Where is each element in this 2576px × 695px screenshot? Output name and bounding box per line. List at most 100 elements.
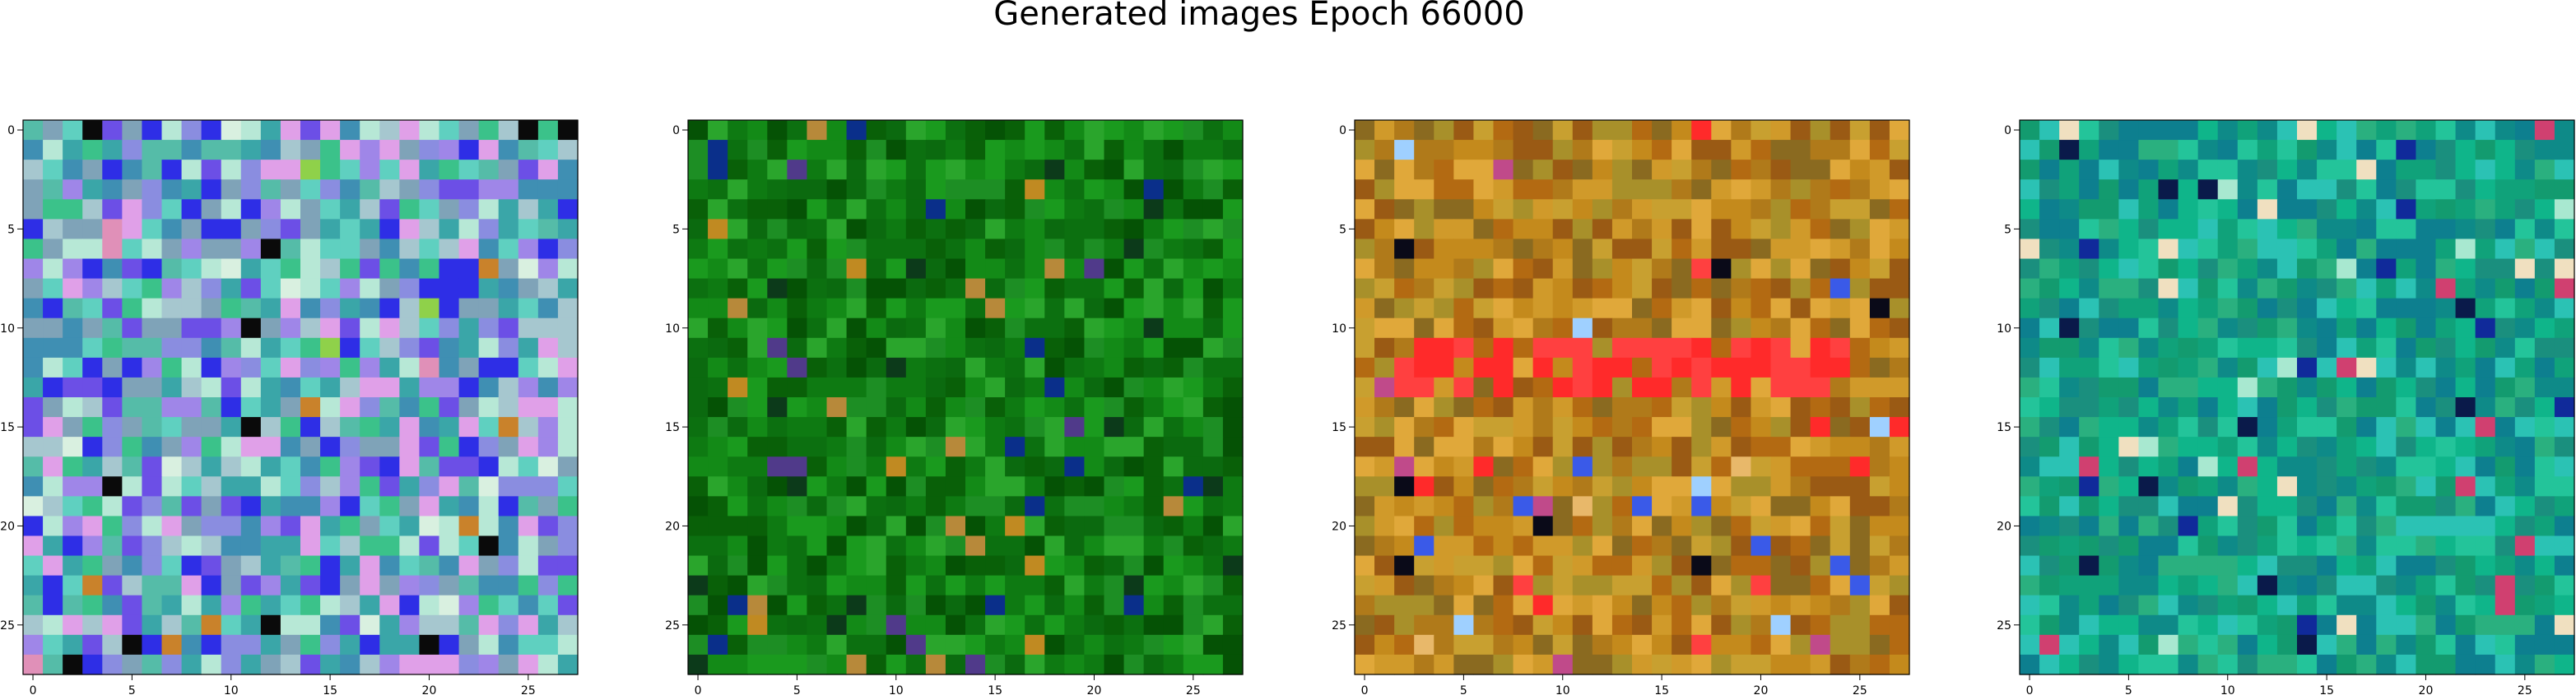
pixel-cell [2138,357,2160,378]
pixel-cell [82,535,103,557]
pixel-cell [826,199,848,220]
pixel-cell [478,337,500,359]
pixel-cell [300,476,321,497]
pixel-cell [221,160,242,180]
pixel-cell [1374,496,1395,517]
pixel-cell [1770,456,1792,477]
pixel-cell [360,417,380,438]
pixel-cell [280,258,301,280]
pixel-cell [1552,199,1574,220]
pixel-cell [985,496,1006,517]
pixel-cell [1064,160,1086,180]
pixel-cell [708,377,728,398]
pixel-cell [1374,516,1395,537]
pixel-cell [102,397,123,418]
pixel-cell [1434,654,1454,675]
pixel-cell [2178,555,2199,577]
pixel-cell [728,258,748,280]
pixel-cell [2455,575,2476,596]
pixel-cell [866,278,887,299]
pixel-cell [2416,476,2437,497]
pixel-cell [498,476,519,497]
pixel-cell [1889,476,1910,497]
pixel-cell [1025,595,1045,616]
pixel-cell [1731,417,1752,438]
pixel-cell [747,397,768,418]
pixel-cell [2079,437,2099,457]
pixel-cell [925,535,946,557]
pixel-cell [300,456,321,477]
pixel-cell [2118,357,2140,378]
pixel-cell [2554,160,2575,180]
pixel-cell [2178,614,2199,636]
pixel-cell [1711,496,1732,517]
y-tick-label: 15 [665,421,680,434]
pixel-cell [2337,199,2357,220]
pixel-cell [399,120,421,141]
pixel-cell [2138,595,2160,616]
pixel-cell [1830,476,1851,497]
y-tick-label: 15 [1332,421,1346,434]
pixel-cell [557,634,579,656]
pixel-cell [2416,535,2437,557]
pixel-cell [1143,476,1165,497]
pixel-cell [2554,417,2575,438]
pixel-cell [1123,555,1145,577]
pixel-cell [2356,595,2377,616]
pixel-cell [142,337,163,359]
pixel-cell [360,397,380,418]
pixel-cell [122,357,143,378]
pixel-cell [905,377,927,398]
pixel-cell [1611,654,1633,675]
pixel-cell [379,278,400,299]
pixel-cell [1790,575,1811,596]
pixel-cell [1672,357,1692,378]
pixel-cell [1084,437,1105,457]
pixel-cell [399,476,421,497]
pixel-cell [1163,298,1184,319]
pixel-cell [2276,357,2298,378]
pixel-cell [419,160,440,180]
pixel-cell [320,317,341,339]
pixel-cell [2297,357,2318,378]
pixel-cell [1810,219,1831,240]
pixel-cell [1572,417,1593,438]
pixel-cell [866,120,887,141]
pixel-cell [2514,239,2536,260]
pixel-cell [2158,160,2179,180]
pixel-cell [787,476,808,497]
pixel-cell [1632,258,1653,280]
pixel-cell [320,476,341,497]
pixel-cell [1025,357,1045,378]
pixel-cell [2376,377,2397,398]
pixel-cell [1434,456,1454,477]
pixel-cell [2514,357,2536,378]
pixel-cell [2059,614,2080,636]
pixel-cell [1143,397,1165,418]
pixel-cell [2138,239,2160,260]
pixel-cell [557,555,579,577]
pixel-cell [537,397,559,418]
pixel-cell [1592,516,1613,537]
pixel-cell [905,634,927,656]
pixel-cell [240,239,262,260]
pixel-cell [300,278,321,299]
pixel-cell [2020,476,2040,497]
pixel-cell [965,456,986,477]
pixel-cell [2514,496,2536,517]
pixel-cell [43,654,63,675]
pixel-cell [886,219,907,240]
pixel-cell [102,120,123,141]
pixel-cell [2317,397,2337,418]
pixel-cell [925,614,946,636]
pixel-cell [2276,516,2298,537]
pixel-cell [767,437,788,457]
pixel-cell [1751,595,1772,616]
pixel-cell [787,278,808,299]
pixel-cell [2317,595,2337,616]
pixel-cell [537,179,559,200]
pixel-cell [1652,160,1672,180]
pixel-cell [1104,298,1125,319]
pixel-cell [439,634,460,656]
pixel-cell [767,516,788,537]
